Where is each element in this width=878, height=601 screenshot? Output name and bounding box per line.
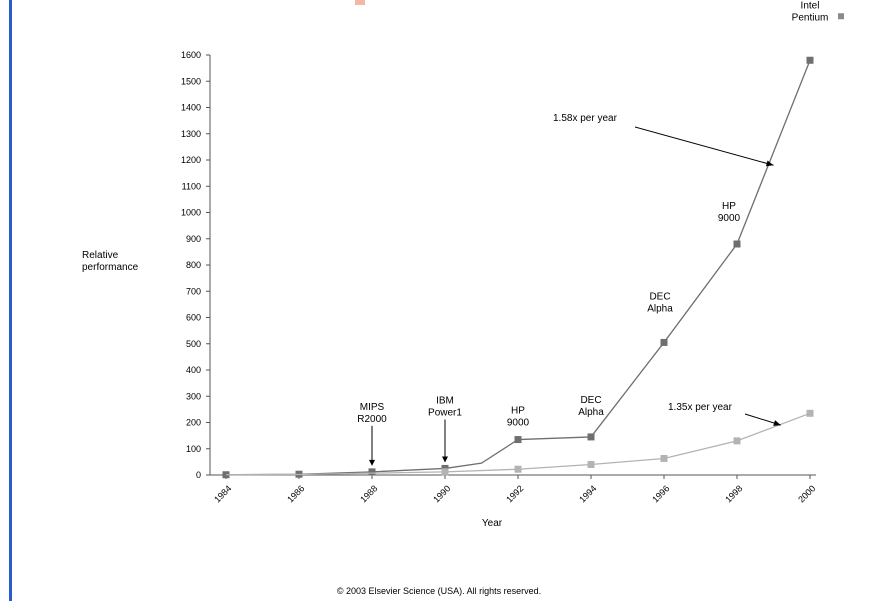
x-tick-label: 1998: [723, 483, 744, 504]
annotation-arrowhead: [369, 459, 375, 466]
y-tick-label: 700: [186, 286, 201, 296]
y-tick-label: 1200: [181, 155, 201, 165]
left-border-rule: [9, 0, 12, 601]
x-axis-title: Year: [482, 518, 503, 529]
series-marker: [733, 437, 741, 445]
x-tick-label: 1984: [212, 483, 233, 504]
growth-arrowhead: [773, 420, 781, 426]
x-tick-label: 1992: [504, 483, 525, 504]
top-marker: [355, 0, 365, 5]
series-marker: [368, 468, 376, 476]
y-tick-label: 1500: [181, 76, 201, 86]
processor-label-line: MIPS: [360, 402, 385, 413]
processor-label-line: Intel: [801, 0, 820, 11]
y-tick-label: 0: [196, 470, 201, 480]
y-tick-label: 600: [186, 313, 201, 323]
y-tick-label: 400: [186, 365, 201, 375]
series-marker: [514, 436, 522, 444]
y-tick-label: 1300: [181, 129, 201, 139]
processor-label-line: 9000: [507, 418, 530, 429]
y-axis-title-line: performance: [82, 262, 139, 273]
y-tick-label: 100: [186, 444, 201, 454]
series-layer: [222, 56, 814, 479]
growth-arrowhead: [765, 160, 774, 167]
series-marker: [660, 454, 668, 462]
series-marker: [441, 468, 449, 476]
series-marker: [587, 461, 595, 468]
processor-label-line: DEC: [649, 291, 670, 302]
legend-square: [838, 13, 844, 20]
growth-rate-label: 1.58x per year: [553, 113, 618, 124]
y-tick-label: 900: [186, 234, 201, 244]
x-tick-label: 2000: [796, 483, 817, 504]
series-marker: [514, 465, 522, 473]
copyright-notice: © 2003 Elsevier Science (USA). All right…: [336, 586, 542, 596]
series-marker: [733, 240, 741, 248]
growth-arrow: [634, 126, 774, 166]
processor-label-line: Alpha: [647, 303, 673, 314]
processor-label-line: R2000: [357, 414, 387, 425]
processor-label-line: Alpha: [578, 407, 604, 418]
x-tick-label: 1996: [650, 483, 671, 504]
x-tick-label: 1988: [358, 483, 379, 504]
processor-label-line: HP: [511, 406, 525, 417]
y-tick-label: 300: [186, 391, 201, 401]
y-tick-label: 1400: [181, 103, 201, 113]
y-tick-label: 1000: [181, 208, 201, 218]
series-marker: [587, 433, 595, 441]
y-tick-label: 500: [186, 339, 201, 349]
y-tick-label: 800: [186, 260, 201, 270]
chart-axes: 0 100 200 300 400 500 600 700 800 900 1000 1100 1200…: [82, 50, 817, 529]
x-tick-label: 1990: [431, 483, 452, 504]
x-tick-label: 1986: [285, 483, 306, 504]
series-marker: [806, 409, 814, 417]
y-axis-title-line: Relative: [82, 250, 119, 261]
processor-label-line: Power1: [428, 407, 462, 418]
x-tick-label: 1994: [577, 483, 598, 504]
series-line: [225, 60, 811, 476]
y-tick-label: 1100: [182, 181, 201, 191]
processor-label-line: DEC: [580, 395, 601, 406]
processor-label-line: HP: [722, 201, 736, 212]
growth-rate-label: 1.35x per year: [668, 402, 733, 413]
series-marker: [660, 338, 668, 346]
series-marker: [806, 56, 814, 64]
processor-label-line: Pentium: [792, 12, 829, 23]
processor-label-line: 9000: [718, 213, 741, 224]
y-tick-label: 1600: [181, 50, 201, 60]
y-tick-label: 200: [186, 418, 201, 428]
annotation-arrowhead: [442, 456, 448, 463]
processor-label-line: IBM: [436, 395, 454, 406]
